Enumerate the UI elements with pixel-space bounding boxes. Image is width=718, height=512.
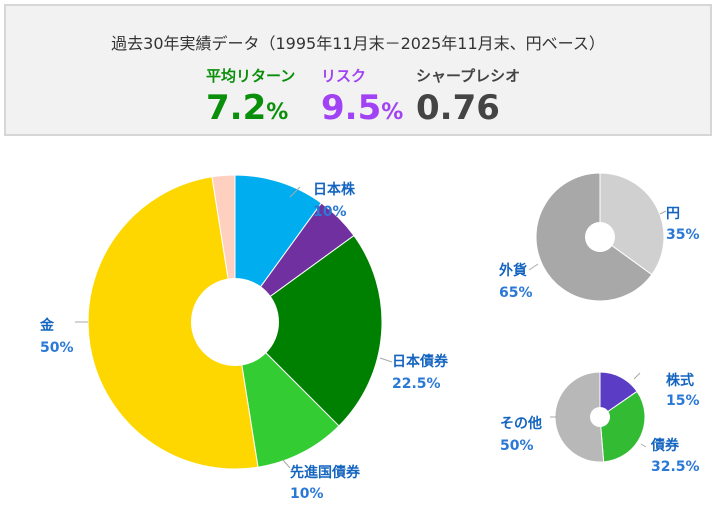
chart-1-slice-5: [87, 176, 259, 470]
chart-1-value-label-1: 10%: [313, 204, 347, 220]
chart-3-label-3: その他: [500, 415, 542, 432]
chart-1-leader-line-4: [282, 459, 291, 469]
chart-1-leader-line-1: [289, 186, 301, 198]
chart-2-leader-line-1: [659, 210, 667, 215]
average-return: 平均リターン 7.2%: [206, 65, 295, 133]
chart-3-donut-hole: [590, 407, 610, 427]
chart-3-label-1: 株式: [666, 372, 694, 389]
chart-1-slice-3: [234, 234, 383, 427]
chart-1-slice-4: [234, 320, 340, 468]
average-return-label: 平均リターン: [206, 67, 296, 85]
chart-3-leader-line-2: [640, 443, 647, 448]
average-return-number: 7.2: [206, 88, 267, 128]
chart-1-value-label-3: 22.5%: [392, 376, 441, 392]
summary-panel: 過去30年実績データ（1995年11月末－2025年11月末、円ベース） 平均リ…: [4, 4, 712, 136]
sharpe-ratio-value: 0.76: [416, 88, 500, 128]
chart-3-slice-3: [554, 371, 605, 463]
chart-3-label-2: 債券: [650, 437, 680, 454]
chart-3-value-label-1: 15%: [666, 393, 700, 409]
sharpe-ratio-label: シャープレシオ: [416, 67, 521, 85]
average-return-unit: %: [266, 100, 289, 125]
risk-label: リスク: [321, 67, 367, 85]
average-return-value: 7.2%: [206, 88, 295, 133]
risk-number: 9.5: [321, 88, 382, 128]
chart-1-value-label-4: 10%: [290, 486, 324, 502]
chart-3-slice-2: [599, 390, 646, 463]
chart-1-label-3: 日本債券: [392, 353, 449, 370]
chart-1-label-1: 日本株: [313, 181, 356, 198]
chart-1-leader-line-3: [379, 357, 393, 363]
chart-2-leader-line-2: [528, 263, 539, 271]
chart-2-label-2: 外貨: [499, 262, 527, 279]
chart-1-donut-hole: [191, 278, 279, 366]
chart-3-leader-line-1: [633, 372, 641, 380]
chart-3-value-label-2: 32.5%: [651, 459, 700, 475]
chart-1-label-5: 金: [39, 317, 55, 334]
chart-2-value-label-1: 35%: [666, 227, 700, 243]
chart-2-donut-hole: [585, 222, 615, 252]
summary-title: 過去30年実績データ（1995年11月末－2025年11月末、円ベース）: [111, 34, 605, 53]
chart-2-value-label-2: 65%: [499, 285, 533, 301]
risk: リスク 9.5%: [321, 65, 403, 133]
chart-2-slice-1: [599, 172, 665, 276]
risk-unit: %: [381, 100, 404, 125]
chart-3-value-label-3: 50%: [500, 438, 534, 454]
chart-2-label-1: 円: [666, 206, 680, 222]
sharpe-ratio: シャープレシオ 0.76: [416, 65, 520, 128]
chart-1-value-label-5: 50%: [40, 340, 74, 356]
risk-value: 9.5%: [321, 88, 403, 133]
chart-1-label-4: 先進国債券: [290, 464, 361, 481]
